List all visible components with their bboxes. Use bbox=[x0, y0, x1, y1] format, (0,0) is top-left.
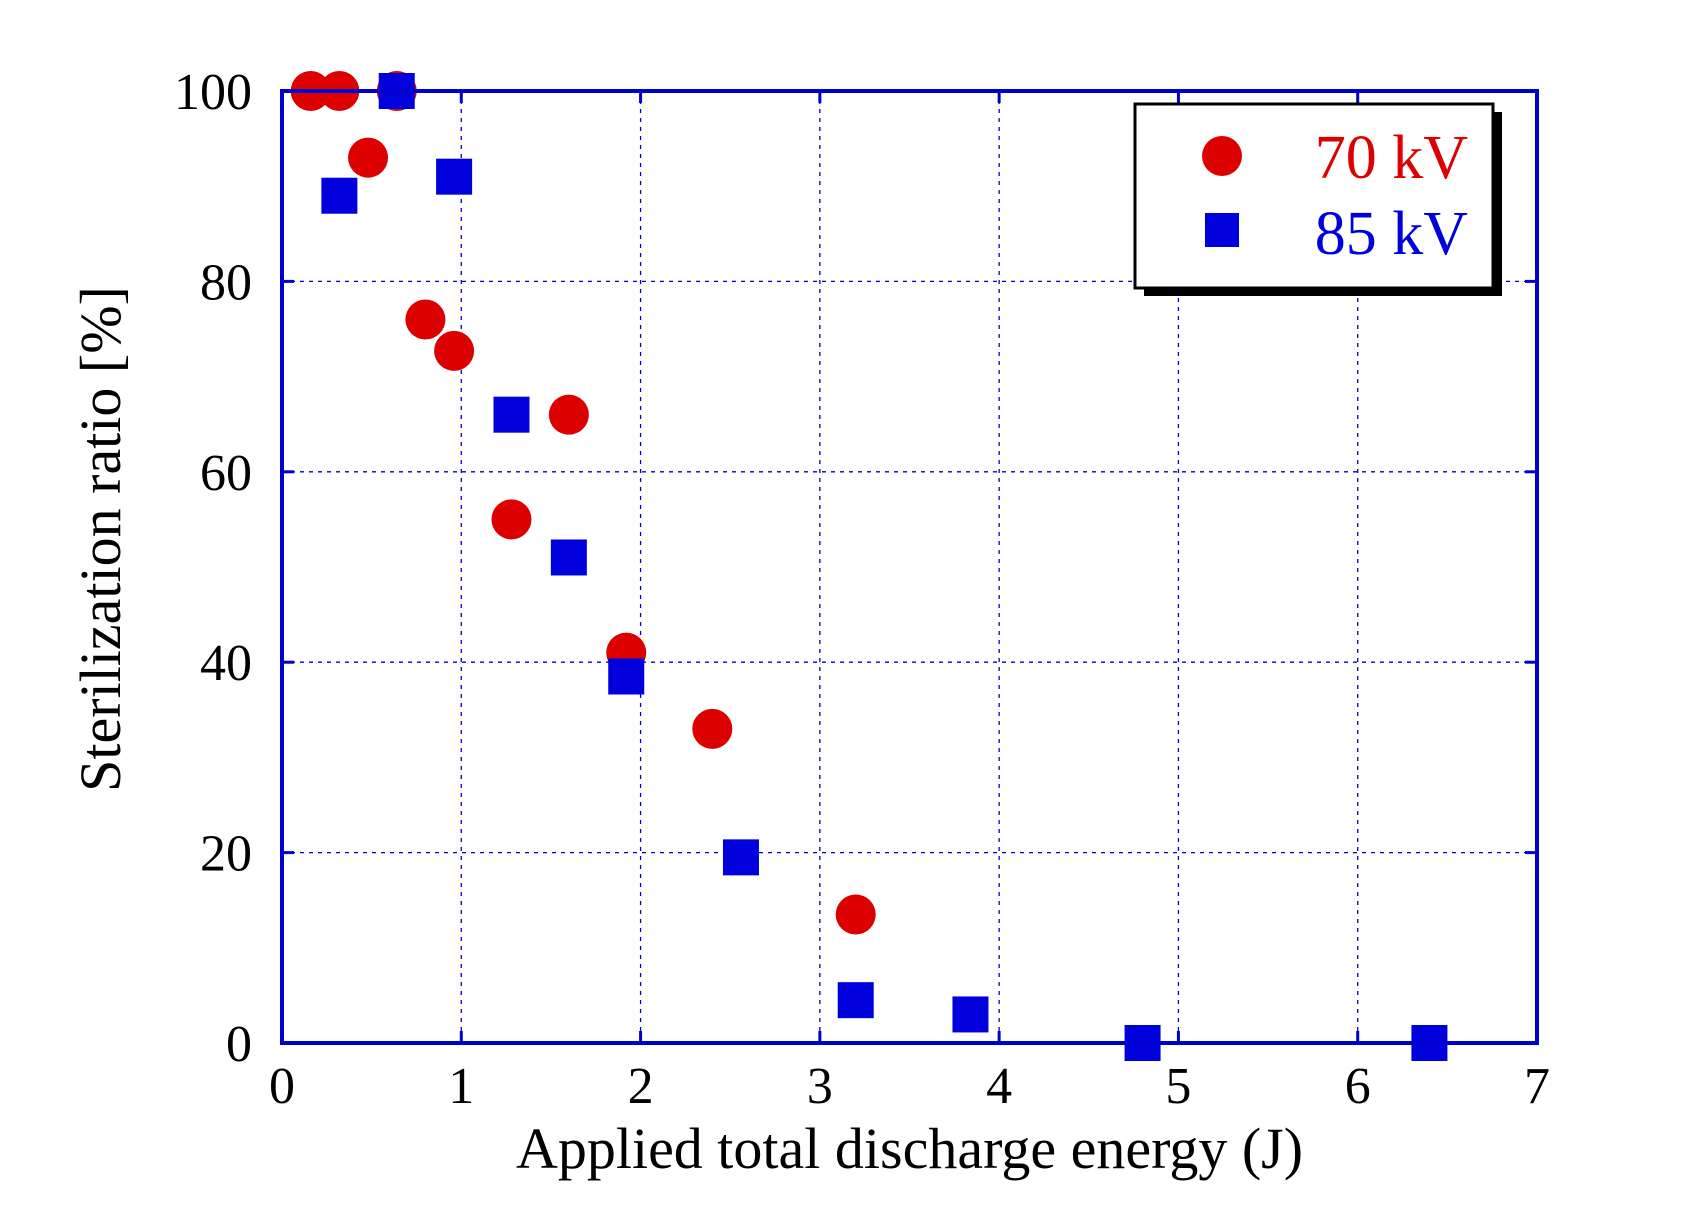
point-0-6 bbox=[491, 499, 532, 540]
y-tick-label: 40 bbox=[200, 635, 252, 692]
point-0-5 bbox=[434, 330, 475, 371]
axis-ticks: 0 1 2 3 4 5 6 7 0 20 40 60 80 100 bbox=[174, 64, 1550, 1115]
x-tick-label: 0 bbox=[269, 1058, 295, 1115]
point-0-10 bbox=[835, 894, 876, 935]
x-tick-label: 5 bbox=[1165, 1058, 1191, 1115]
point-1-4 bbox=[550, 539, 587, 576]
y-tick-label: 20 bbox=[200, 826, 252, 883]
point-1-3 bbox=[493, 396, 530, 433]
x-tick-label: 2 bbox=[628, 1058, 654, 1115]
legend-label-85kv: 85 kV bbox=[1315, 200, 1469, 268]
legend: 70 kV 85 kV bbox=[1133, 102, 1502, 296]
legend-label-70kv: 70 kV bbox=[1315, 124, 1469, 192]
legend-marker-70kv bbox=[1202, 136, 1242, 176]
y-tick-label: 80 bbox=[200, 254, 252, 311]
x-tick-label: 4 bbox=[986, 1058, 1012, 1115]
x-tick-label: 7 bbox=[1524, 1058, 1550, 1115]
x-tick-label: 3 bbox=[807, 1058, 833, 1115]
plot-frame bbox=[280, 89, 1539, 1045]
x-axis-title: Applied total discharge energy (J) bbox=[516, 1116, 1303, 1181]
y-axis-title: Sterilization ratio [%] bbox=[68, 286, 133, 792]
x-tick-label: 1 bbox=[448, 1058, 474, 1115]
point-0-7 bbox=[548, 394, 589, 435]
y-tick-label: 60 bbox=[200, 445, 252, 502]
y-tick-label: 100 bbox=[174, 64, 252, 121]
legend-marker-85kv bbox=[1205, 213, 1239, 247]
x-tick-label: 6 bbox=[1345, 1058, 1371, 1115]
data-marks bbox=[290, 71, 1448, 1061]
point-0-9 bbox=[692, 708, 733, 749]
legend-box bbox=[1133, 102, 1495, 290]
point-1-2 bbox=[436, 158, 473, 195]
point-0-4 bbox=[405, 299, 446, 340]
point-0-2 bbox=[348, 137, 389, 178]
point-1-6 bbox=[722, 839, 759, 876]
point-1-8 bbox=[952, 996, 989, 1033]
point-1-7 bbox=[837, 982, 874, 1019]
point-1-0 bbox=[321, 177, 358, 214]
y-tick-label: 0 bbox=[226, 1016, 252, 1073]
point-1-5 bbox=[608, 658, 645, 695]
